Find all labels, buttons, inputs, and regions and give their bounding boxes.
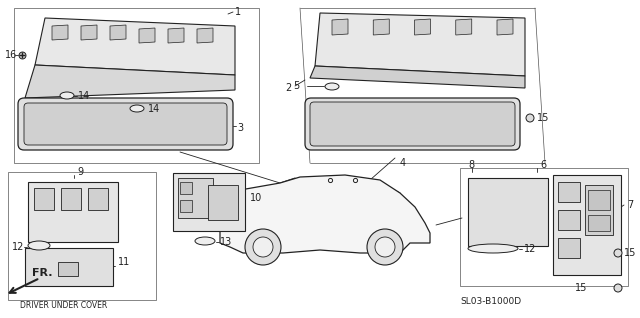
FancyBboxPatch shape <box>310 102 515 146</box>
Bar <box>28 182 118 242</box>
Text: FR.: FR. <box>32 268 52 278</box>
Polygon shape <box>168 28 184 43</box>
Text: DRIVER UNDER COVER: DRIVER UNDER COVER <box>20 301 108 310</box>
Text: 16: 16 <box>5 50 17 60</box>
Text: SL03-B1000D: SL03-B1000D <box>460 298 521 307</box>
Text: 14: 14 <box>78 91 90 101</box>
Text: 12: 12 <box>12 242 24 252</box>
Polygon shape <box>456 19 472 35</box>
Polygon shape <box>197 28 213 43</box>
Ellipse shape <box>28 241 50 250</box>
Polygon shape <box>35 18 235 75</box>
Text: 10: 10 <box>250 193 262 203</box>
Text: 14: 14 <box>148 104 160 114</box>
Text: 4: 4 <box>400 158 406 168</box>
Text: 15: 15 <box>537 113 549 123</box>
Polygon shape <box>110 25 126 40</box>
Ellipse shape <box>130 105 144 112</box>
Bar <box>585 185 613 235</box>
Circle shape <box>375 237 395 257</box>
Bar <box>180 200 192 212</box>
Polygon shape <box>415 19 431 35</box>
Polygon shape <box>25 65 235 98</box>
Circle shape <box>245 229 281 265</box>
Bar <box>178 178 213 218</box>
Bar <box>180 182 192 194</box>
Bar <box>25 248 113 286</box>
Polygon shape <box>81 25 97 40</box>
Bar <box>468 178 548 246</box>
Bar <box>58 262 78 276</box>
Ellipse shape <box>468 244 518 253</box>
FancyBboxPatch shape <box>18 98 233 150</box>
Circle shape <box>526 114 534 122</box>
Text: 5: 5 <box>293 81 300 91</box>
Circle shape <box>367 229 403 265</box>
Bar <box>558 182 580 202</box>
Text: 3: 3 <box>237 123 243 133</box>
Bar <box>460 168 628 286</box>
Text: 9: 9 <box>77 167 83 177</box>
Bar <box>558 210 580 230</box>
Bar <box>14 8 259 163</box>
Polygon shape <box>52 25 68 40</box>
Circle shape <box>253 237 273 257</box>
Bar <box>8 172 156 300</box>
FancyBboxPatch shape <box>305 98 520 150</box>
Text: 15: 15 <box>624 248 636 258</box>
Bar <box>558 238 580 258</box>
Text: 1: 1 <box>235 7 241 17</box>
Polygon shape <box>220 175 430 253</box>
Bar <box>173 173 245 231</box>
Polygon shape <box>373 19 389 35</box>
Bar <box>208 185 238 220</box>
Bar <box>588 215 610 231</box>
Polygon shape <box>332 19 348 35</box>
Text: 2: 2 <box>285 83 291 93</box>
Bar <box>61 188 81 210</box>
Ellipse shape <box>195 237 215 245</box>
Polygon shape <box>310 66 525 88</box>
Bar <box>88 188 108 210</box>
Text: 12: 12 <box>524 244 536 254</box>
Text: 8: 8 <box>468 160 474 170</box>
Bar <box>588 190 610 210</box>
Text: 15: 15 <box>575 283 588 293</box>
Bar <box>553 175 621 275</box>
Text: 7: 7 <box>627 200 633 210</box>
Circle shape <box>614 284 622 292</box>
Ellipse shape <box>325 83 339 90</box>
Ellipse shape <box>60 92 74 99</box>
Bar <box>34 188 54 210</box>
Polygon shape <box>315 13 525 76</box>
FancyBboxPatch shape <box>24 103 227 145</box>
Text: 11: 11 <box>118 257 131 267</box>
Text: 6: 6 <box>540 160 546 170</box>
Polygon shape <box>139 28 155 43</box>
Polygon shape <box>497 19 513 35</box>
Circle shape <box>614 249 622 257</box>
Text: 13: 13 <box>220 237 232 247</box>
